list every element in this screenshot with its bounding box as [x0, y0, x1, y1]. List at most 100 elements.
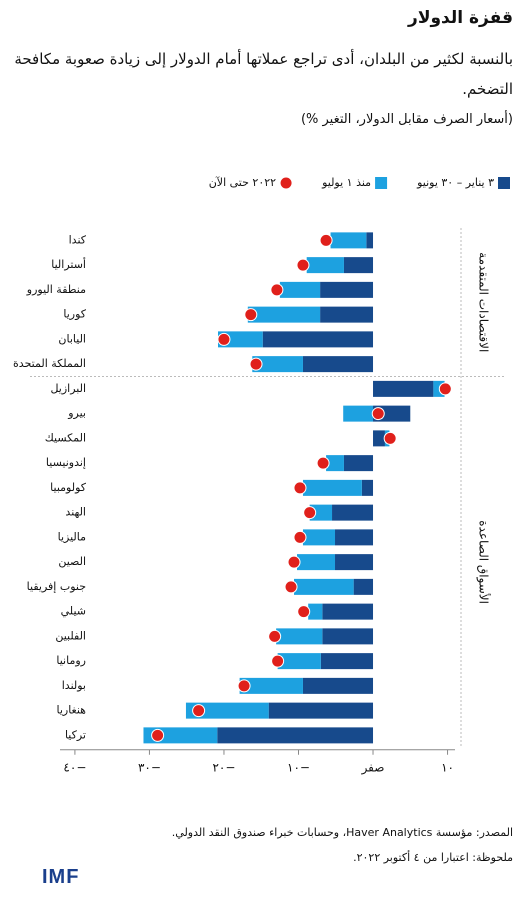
dot	[237, 679, 251, 693]
y-tick-label: الهند	[65, 506, 86, 519]
y-tick-label: كولومبيا	[50, 481, 87, 494]
bar	[335, 529, 374, 546]
y-tick-label: بولندا	[62, 679, 86, 692]
bar	[322, 603, 374, 620]
logo: IMF	[42, 866, 80, 888]
bar	[320, 306, 374, 323]
dot	[293, 481, 307, 495]
bar	[217, 727, 374, 744]
bar	[353, 578, 374, 595]
dot	[268, 629, 282, 643]
bar	[297, 554, 336, 571]
bar	[279, 281, 321, 298]
legend-swatch	[498, 177, 510, 189]
y-tick-label: اليابان	[58, 332, 86, 345]
y-tick-label: هنغاريا	[56, 704, 86, 717]
bar	[306, 257, 344, 274]
dot	[296, 258, 310, 272]
dot	[438, 382, 452, 396]
legend-label: ٢٠٢٢ حتى الآن	[209, 176, 276, 189]
bar	[294, 578, 354, 595]
dot	[316, 456, 330, 470]
y-tick-label: إندونيسيا	[46, 456, 86, 469]
bar	[320, 281, 374, 298]
dot	[192, 704, 206, 718]
y-tick-label: شيلي	[61, 605, 86, 618]
dot	[151, 728, 165, 742]
chart: ٣ يناير – ٣٠ يونيو منذ ١ يوليو ٢٠٢٢ حتى ال…	[13, 176, 510, 775]
bar	[247, 306, 321, 323]
bar	[326, 455, 344, 472]
bar	[373, 430, 385, 447]
bar	[343, 405, 374, 422]
dot	[303, 506, 317, 520]
bar	[335, 554, 374, 571]
legend-swatch	[375, 177, 388, 189]
x-tick-label: ٣٠−	[138, 760, 161, 774]
dot	[297, 605, 311, 619]
y-tick-label: كندا	[69, 233, 87, 246]
y-tick-label: البرازيل	[50, 382, 86, 395]
source-note: المصدر: مؤسسة Haver Analytics، وحسابات خ…	[171, 826, 513, 839]
legend-label: منذ ١ يوليو	[321, 176, 371, 189]
y-tick-label: منطقة اليورو	[26, 283, 86, 296]
x-tick-label: صفر	[361, 760, 385, 775]
bar	[373, 380, 434, 397]
bar	[218, 331, 263, 348]
y-tick-label: ماليزيا	[58, 530, 87, 543]
bar	[330, 232, 367, 249]
bar	[302, 677, 374, 694]
bar	[277, 653, 321, 670]
bar	[322, 628, 374, 645]
y-tick-label: بيرو	[67, 407, 86, 420]
bar	[302, 529, 336, 546]
y-tick-label: رومانيا	[56, 654, 86, 667]
y-tick-label: الفلبين	[55, 629, 86, 642]
x-tick-label: ٤٠−	[63, 760, 86, 774]
dot	[293, 530, 307, 544]
bar	[361, 479, 374, 496]
bar	[302, 356, 374, 373]
group-label: الأسواق الصاعدة	[476, 520, 492, 604]
y-tick-label: كوريا	[63, 308, 86, 321]
chart-subtitle: بالنسبة لكثير من البلدان، أدى تراجع عملا…	[14, 50, 513, 98]
bar	[239, 677, 303, 694]
bar	[309, 504, 333, 521]
y-tick-label: جنوب إفريقيا	[27, 580, 86, 593]
legend-swatch	[279, 176, 293, 190]
bar	[332, 504, 374, 521]
chart-title: قفزة الدولار	[408, 8, 513, 28]
bar	[366, 232, 374, 249]
dot	[244, 308, 258, 322]
bar	[262, 331, 374, 348]
x-tick-label: ١٠	[441, 760, 454, 774]
x-tick-label: ١٠−	[287, 760, 310, 774]
bar	[302, 479, 362, 496]
bar	[320, 653, 374, 670]
y-tick-label: تركيا	[65, 728, 86, 741]
dot	[383, 431, 397, 445]
dot	[287, 555, 301, 569]
dot	[270, 283, 284, 297]
y-tick-label: الصين	[58, 555, 86, 568]
bar	[268, 702, 374, 719]
legend-label: ٣ يناير – ٣٠ يونيو	[416, 176, 494, 189]
bar	[276, 628, 323, 645]
footnote: ملحوظة: اعتبارا من ٤ أكتوبر ٢٠٢٢.	[353, 851, 513, 864]
bar	[343, 455, 374, 472]
bar	[308, 603, 323, 620]
dot	[249, 357, 263, 371]
y-tick-label: المملكة المتحدة	[13, 357, 86, 370]
bar	[343, 257, 374, 274]
y-tick-label: أستراليا	[51, 257, 86, 271]
x-tick-label: ٢٠−	[212, 760, 235, 774]
dot	[284, 580, 298, 594]
unit-note: (أسعار الصرف مقابل الدولار، التغير %)	[300, 112, 513, 127]
dot	[371, 407, 385, 421]
bar	[252, 356, 303, 373]
dot	[217, 332, 231, 346]
bar	[185, 702, 269, 719]
dot	[271, 654, 285, 668]
y-tick-label: المكسيك	[45, 431, 86, 444]
